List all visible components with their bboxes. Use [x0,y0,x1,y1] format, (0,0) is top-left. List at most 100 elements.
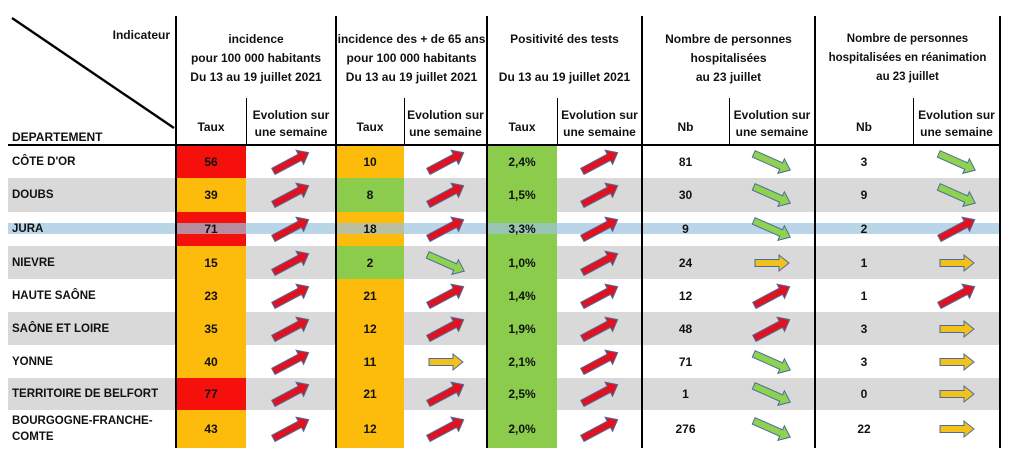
group-header-line: hospitalisées en réanimation [828,52,987,64]
trend-up-arrow-icon [557,410,642,448]
indicator-value: 71 [678,354,693,369]
indicator-value: 35 [204,321,218,336]
subheader-evolution: Evolution sur une semaine [252,108,330,139]
value-cell-bg [176,178,246,212]
trend-up-arrow-icon [246,279,336,312]
value-cell-bg [487,410,557,448]
column-divider [335,16,337,448]
trend-up-arrow-icon [557,146,642,178]
indicator-value: 1 [682,387,689,401]
group-header-line: Du 13 au 19 juillet 2021 [345,70,478,84]
group-header-line: Nombre de personnes [665,32,792,46]
value-cell-bg [176,378,246,410]
value-cell-bg [176,246,246,279]
trend-up-arrow-icon [404,146,487,178]
indicator-value: 2 [860,222,868,236]
group-header-line: Du 13 au 19 juillet 2021 [498,70,631,84]
indicator-value: 2,4% [508,155,536,169]
indicator-value: 40 [204,354,218,369]
department-name: SAÔNE ET LOIRE [12,322,110,335]
department-name: TERRITOIRE DE BELFORT [12,388,159,400]
trend-up-arrow-icon [913,212,1000,246]
indicator-value: 12 [363,321,377,336]
trend-up-arrow-icon [246,178,336,212]
trend-down-arrow-icon [729,345,815,378]
indicator-value: 1 [860,255,868,270]
value-cell-bg [336,279,404,312]
value-cell-bg [336,410,404,448]
indicator-value: 43 [204,422,218,436]
subheader-evolution: Evolution sur une semaine [733,108,811,139]
subheader-evolution: Evolution sur une semaine [561,108,638,139]
indicator-value: 12 [678,288,693,303]
group-header-line: au 23 juillet [876,71,939,83]
indicator-value: 77 [204,387,218,401]
indicator-value: 81 [678,155,693,169]
group-header-line: incidence [228,32,284,46]
indicator-value: 1 [860,288,868,303]
indicator-value: 9 [860,188,868,202]
indicator-value: 1,4% [508,288,536,303]
group-header-line: Positivité des tests [510,32,619,46]
trend-up-arrow-icon [557,178,642,212]
indicator-value: 24 [678,255,693,270]
department-name: DOUBS [12,189,54,201]
value-cell-bg [487,178,557,212]
subcolumn-divider [246,98,247,146]
row-highlight-band [8,223,1000,234]
subcolumn-divider [913,98,914,146]
trend-flat-arrow-icon [913,410,1000,448]
header-bottom-rule [8,144,1000,146]
indicator-value: 8 [366,188,374,202]
group-header: Positivité des tests Du 13 au 19 juillet… [487,30,642,87]
subheader-value: Taux [197,120,225,134]
subheader-evolution: Evolution sur une semaine [918,108,995,139]
trend-down-arrow-icon [729,378,815,410]
subheader-value: Nb [677,120,694,134]
indicator-value: 56 [204,155,218,169]
department-name: JURA [12,223,44,235]
indicator-value: 11 [363,354,377,369]
trend-up-arrow-icon [246,146,336,178]
group-header-line: pour 100 000 habitants [190,51,322,65]
trend-down-arrow-icon [729,146,815,178]
indicator-value: 1,9% [508,321,536,336]
indicator-value: 48 [678,321,693,336]
value-cell-bg [336,178,404,212]
indicator-value: 3 [860,155,868,169]
trend-down-arrow-icon [729,212,815,246]
indicator-value: 30 [678,188,693,202]
trend-up-arrow-icon [404,312,487,345]
indicator-value: 39 [204,188,218,202]
trend-flat-arrow-icon [913,312,1000,345]
trend-up-arrow-icon [557,345,642,378]
trend-up-arrow-icon [404,410,487,448]
indicator-value: 9 [682,222,689,236]
indicator-value: 2,5% [508,387,536,401]
indicator-value: 15 [204,255,218,270]
trend-up-arrow-icon [246,345,336,378]
trend-up-arrow-icon [246,410,336,448]
trend-up-arrow-icon [557,312,642,345]
trend-up-arrow-icon [557,246,642,279]
indicator-value: 1,0% [508,255,536,270]
corner-diagonal [11,17,175,129]
group-header-line: Nombre de personnes [846,33,969,45]
indicator-value: 3 [860,321,868,336]
trend-up-arrow-icon [557,279,642,312]
trend-up-arrow-icon [404,378,487,410]
value-cell-bg [487,345,557,378]
column-divider [175,16,177,448]
value-cell-bg [487,146,557,178]
indicator-value: 18 [363,222,377,236]
subheader-value: Taux [356,120,384,134]
column-divider [999,16,1001,448]
value-cell-bg [336,246,404,279]
trend-down-arrow-icon [913,178,1000,212]
department-name: YONNE [12,355,53,368]
group-header-line: pour 100 000 habitants [346,51,477,65]
value-cell-bg [336,312,404,345]
subheader-evolution: Evolution sur une semaine [407,108,484,139]
indicator-value: 2 [366,255,374,270]
department-name: NIEVRE [12,256,55,269]
